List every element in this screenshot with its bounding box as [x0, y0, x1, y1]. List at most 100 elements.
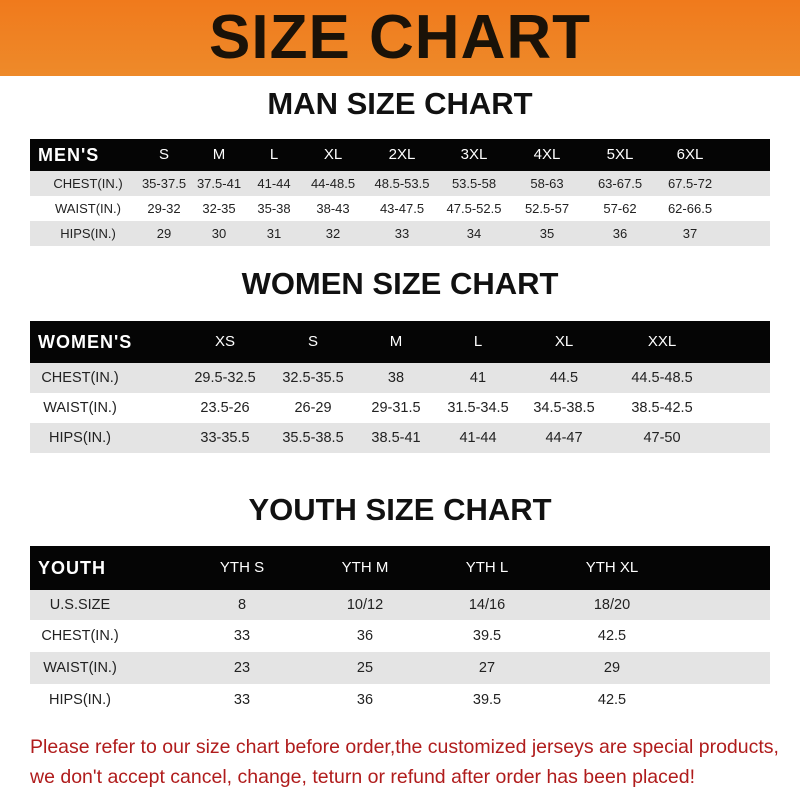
- size-header-cell: 6XL: [676, 146, 704, 163]
- table-cell: 58-63: [530, 176, 564, 191]
- table-title-cell: WOMEN'S: [38, 332, 133, 352]
- table-cell: 31: [266, 226, 282, 241]
- table-row: CHEST(IN.) 33 36 39.5 42.5: [30, 620, 770, 652]
- women-size-table: WOMEN'S XS S M L XL XXL CHEST(IN.) 29.5-32.5 32.5…: [30, 321, 770, 453]
- table-cell: 38.5-41: [371, 430, 421, 446]
- table-cell: 23.5-26: [200, 400, 250, 416]
- women-section-title: WOMEN SIZE CHART: [241, 266, 559, 301]
- table-cell: 67.5-72: [667, 176, 713, 191]
- size-header-cell: M: [389, 333, 403, 350]
- table-cell: 39.5: [472, 628, 502, 644]
- table-cell: 53.5-58: [451, 176, 497, 191]
- table-cell: 29: [156, 226, 172, 241]
- table-cell: 44-48.5: [310, 176, 356, 191]
- table-header-row: WOMEN'S XS S M L XL XXL: [30, 321, 770, 363]
- table-cell: 44.5: [549, 370, 579, 386]
- table-cell: 31.5-34.5: [447, 400, 509, 416]
- table-cell: 35-37.5: [141, 176, 187, 191]
- row-label: HIPS(IN.): [60, 226, 116, 241]
- table-row: WAIST(IN.) 23.5-26 26-29 29-31.5 31.5-34.5 34…: [30, 393, 770, 423]
- table-cell: 34.5-38.5: [533, 400, 595, 416]
- size-header-cell: YTH M: [341, 559, 389, 576]
- table-header-row: YOUTH YTH S YTH M YTH L YTH XL: [30, 546, 770, 590]
- table-cell: 36: [356, 628, 374, 644]
- table-cell: 43-47.5: [379, 201, 425, 216]
- table-cell: 39.5: [472, 692, 502, 708]
- table-cell: 33: [394, 226, 410, 241]
- table-cell: 57-62: [603, 201, 637, 216]
- row-label: HIPS(IN.): [48, 430, 112, 446]
- row-label: WAIST(IN.): [43, 400, 117, 416]
- row-label: CHEST(IN.): [41, 370, 119, 386]
- table-cell: 32.5-35.5: [282, 370, 344, 386]
- table-cell: 37: [682, 226, 698, 241]
- table-cell: 47.5-52.5: [446, 201, 502, 216]
- table-cell: 30: [211, 226, 227, 241]
- size-header-cell: 4XL: [533, 146, 561, 163]
- size-header-cell: S: [307, 333, 319, 350]
- table-cell: 33: [233, 628, 251, 644]
- table-cell: 26-29: [294, 400, 332, 416]
- size-header-cell: YTH L: [465, 559, 509, 576]
- row-label: WAIST(IN.): [55, 201, 121, 216]
- table-cell: 38-43: [316, 201, 350, 216]
- table-cell: 42.5: [597, 692, 627, 708]
- table-cell: 38: [387, 370, 405, 386]
- men-section-title: MAN SIZE CHART: [267, 86, 533, 121]
- table-row: U.S.SIZE 8 10/12 14/16 18/20: [30, 590, 770, 620]
- table-cell: 34: [466, 226, 482, 241]
- table-row: WAIST(IN.) 23 25 27 29: [30, 652, 770, 684]
- table-cell: 29.5-32.5: [194, 370, 256, 386]
- row-label: CHEST(IN.): [53, 176, 123, 191]
- table-cell: 29: [603, 660, 621, 676]
- table-cell: 36: [612, 226, 628, 241]
- table-title-cell: YOUTH: [38, 558, 106, 578]
- table-cell: 29-32: [147, 201, 181, 216]
- size-header-cell: L: [473, 333, 483, 350]
- table-cell: 14/16: [468, 597, 506, 613]
- table-cell: 48.5-53.5: [374, 176, 430, 191]
- table-cell: 38.5-42.5: [631, 400, 693, 416]
- size-header-cell: 3XL: [460, 146, 488, 163]
- size-header-cell: XL: [323, 146, 343, 163]
- note-line-1: Please refer to our size chart before or…: [30, 736, 779, 758]
- table-row: CHEST(IN.) 29.5-32.5 32.5-35.5 38 41 44.5 44.5…: [30, 363, 770, 393]
- size-header-cell: XXL: [647, 333, 677, 350]
- table-row: CHEST(IN.) 35-37.5 37.5-41 41-44 44-48.5 48.5…: [30, 171, 770, 196]
- row-label: WAIST(IN.): [43, 660, 117, 676]
- table-cell: 52.5-57: [524, 201, 570, 216]
- table-row: WAIST(IN.) 29-32 32-35 35-38 38-43 43-47.5 47.…: [30, 196, 770, 221]
- table-cell: 10/12: [346, 597, 384, 613]
- table-cell: 47-50: [643, 430, 681, 446]
- men-size-table: MEN'S S M L XL 2XL 3XL 4XL 5XL 6XL CHEST(IN.) 35-37…: [30, 139, 770, 246]
- table-cell: 35.5-38.5: [282, 430, 344, 446]
- row-label: U.S.SIZE: [49, 597, 111, 613]
- table-row: HIPS(IN.) 33 36 39.5 42.5: [30, 684, 770, 716]
- note-line-2: we don't accept cancel, change, teturn o…: [30, 766, 695, 788]
- table-cell: 36: [356, 692, 374, 708]
- table-cell: 44.5-48.5: [631, 370, 693, 386]
- table-cell: 27: [478, 660, 496, 676]
- size-header-cell: YTH XL: [585, 559, 639, 576]
- row-label: CHEST(IN.): [41, 628, 119, 644]
- table-cell: 23: [233, 660, 251, 676]
- youth-size-table: YOUTH YTH S YTH M YTH L YTH XL U.S.SIZE 8 10/12…: [30, 546, 770, 716]
- table-cell: 37.5-41: [196, 176, 242, 191]
- table-title-cell: MEN'S: [38, 145, 100, 165]
- table-cell: 42.5: [597, 628, 627, 644]
- table-cell: 33-35.5: [200, 430, 250, 446]
- size-header-cell: L: [269, 146, 279, 163]
- table-header-row: MEN'S S M L XL 2XL 3XL 4XL 5XL 6XL: [30, 139, 770, 171]
- table-cell: 35-38: [257, 201, 291, 216]
- table-row: HIPS(IN.) 33-35.5 35.5-38.5 38.5-41 41-44 44-…: [30, 423, 770, 453]
- table-cell: 63-67.5: [597, 176, 643, 191]
- table-cell: 25: [356, 660, 374, 676]
- table-cell: 33: [233, 692, 251, 708]
- youth-section-title: YOUTH SIZE CHART: [248, 492, 552, 527]
- size-header-cell: YTH S: [219, 559, 265, 576]
- title-banner: SIZE CHART: [0, 0, 800, 76]
- size-header-cell: XS: [214, 333, 236, 350]
- size-header-cell: 5XL: [606, 146, 634, 163]
- table-cell: 41: [469, 370, 487, 386]
- table-cell: 18/20: [593, 597, 631, 613]
